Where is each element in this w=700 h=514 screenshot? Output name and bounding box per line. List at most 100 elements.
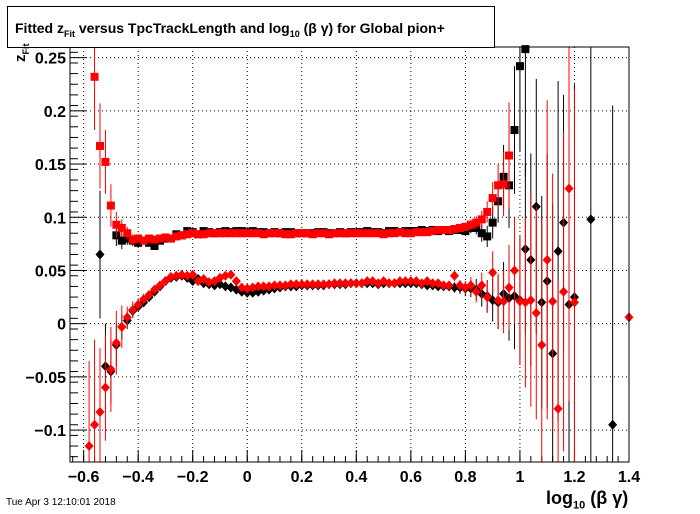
data-point-diamond	[488, 267, 498, 278]
data-point-square	[281, 230, 290, 239]
data-markers	[84, 45, 634, 462]
x-tick-label: 0.2	[291, 469, 313, 486]
data-point-diamond	[122, 312, 132, 323]
data-point-square	[483, 207, 492, 216]
data-point-square	[390, 229, 399, 238]
data-point-square	[461, 222, 470, 231]
timestamp: Tue Apr 3 12:10:01 2018	[6, 497, 116, 508]
data-point-diamond	[84, 441, 94, 452]
data-point-square	[488, 218, 497, 227]
data-point-diamond	[270, 280, 280, 291]
data-point-square	[128, 235, 137, 244]
data-point-square	[395, 228, 404, 237]
data-point-square	[499, 180, 508, 189]
y-tick-label: 0.15	[35, 157, 66, 174]
data-point-diamond	[384, 278, 394, 289]
x-tick-label: 0.8	[454, 469, 476, 486]
y-tick-label: 0.25	[35, 51, 66, 68]
data-point-square	[515, 62, 524, 71]
data-point-square	[210, 229, 219, 238]
data-point-diamond	[400, 276, 410, 287]
data-point-square	[150, 241, 159, 250]
data-point-diamond	[564, 183, 574, 194]
x-tick-label: 0	[243, 469, 252, 486]
series-0	[112, 45, 530, 250]
data-point-square	[243, 229, 252, 238]
x-tick-label: 0.6	[400, 469, 422, 486]
data-point-square	[494, 181, 503, 190]
data-point-square	[145, 238, 154, 247]
y-tick-label: −0.1	[34, 423, 66, 440]
data-point-diamond	[330, 278, 340, 289]
grid-lines	[70, 47, 630, 462]
data-point-diamond	[395, 276, 405, 287]
data-point-square	[385, 229, 394, 238]
y-axis-label-main: z	[12, 54, 29, 63]
data-point-square	[417, 228, 426, 237]
data-point-square	[259, 230, 268, 239]
y-tick-label: 0.05	[35, 263, 66, 280]
data-point-diamond	[155, 280, 165, 291]
data-point-diamond	[139, 294, 149, 305]
data-point-square	[112, 220, 121, 229]
data-point-square	[254, 229, 263, 238]
data-point-square	[346, 229, 355, 238]
data-point-square	[155, 234, 164, 243]
data-point-square	[221, 229, 230, 238]
data-point-diamond	[406, 276, 416, 287]
data-point-square	[166, 234, 175, 243]
data-point-square	[412, 228, 421, 237]
data-point-square	[106, 201, 115, 210]
data-point-diamond	[559, 286, 569, 297]
data-point-square	[292, 229, 301, 238]
data-point-diamond	[335, 278, 345, 289]
data-point-square	[265, 229, 274, 238]
data-point-diamond	[95, 406, 105, 417]
data-point-diamond	[297, 279, 307, 290]
data-point-diamond	[542, 254, 552, 265]
chart-title: Fitted zFit versus TpcTrackLength and lo…	[15, 20, 445, 39]
data-point-square	[374, 229, 383, 238]
data-point-diamond	[504, 282, 514, 293]
data-point-square	[330, 229, 339, 238]
data-point-diamond	[188, 269, 198, 280]
data-point-diamond	[231, 276, 241, 287]
data-point-square	[368, 229, 377, 238]
x-tick-label: 0.4	[345, 469, 367, 486]
data-point-square	[483, 232, 492, 241]
data-point-diamond	[499, 296, 509, 307]
data-point-square	[117, 223, 126, 232]
data-point-square	[406, 229, 415, 238]
data-point-square	[335, 229, 344, 238]
data-point-square	[325, 230, 334, 239]
x-axis-label-sub: 10	[573, 499, 586, 512]
data-point-diamond	[569, 297, 579, 308]
data-point-square	[379, 230, 388, 239]
data-point-square	[95, 141, 104, 150]
data-point-diamond	[160, 276, 170, 287]
data-point-square	[472, 218, 481, 227]
data-point-diamond	[509, 265, 519, 276]
x-axis-label-main: log	[546, 488, 573, 508]
data-point-square	[319, 229, 328, 238]
title-middle: versus TpcTrackLength and log	[75, 20, 290, 36]
data-point-diamond	[95, 249, 105, 260]
data-point-square	[308, 230, 317, 239]
data-point-diamond	[128, 304, 138, 315]
data-point-square	[205, 229, 214, 238]
y-tick-label: −0.05	[26, 370, 67, 387]
data-point-square	[215, 229, 224, 238]
data-point-diamond	[537, 339, 547, 350]
data-point-diamond	[100, 382, 110, 393]
data-point-diamond	[548, 296, 558, 307]
data-point-diamond	[586, 214, 596, 225]
data-point-square	[134, 234, 143, 243]
data-point-square	[145, 234, 154, 243]
data-point-square	[445, 226, 454, 235]
data-point-square	[341, 229, 350, 238]
y-tick-label: 0	[57, 317, 66, 334]
data-point-square	[188, 229, 197, 238]
title-suffix: (β γ) for Global pion+	[299, 20, 445, 36]
x-tick-label: 1.4	[618, 469, 640, 486]
